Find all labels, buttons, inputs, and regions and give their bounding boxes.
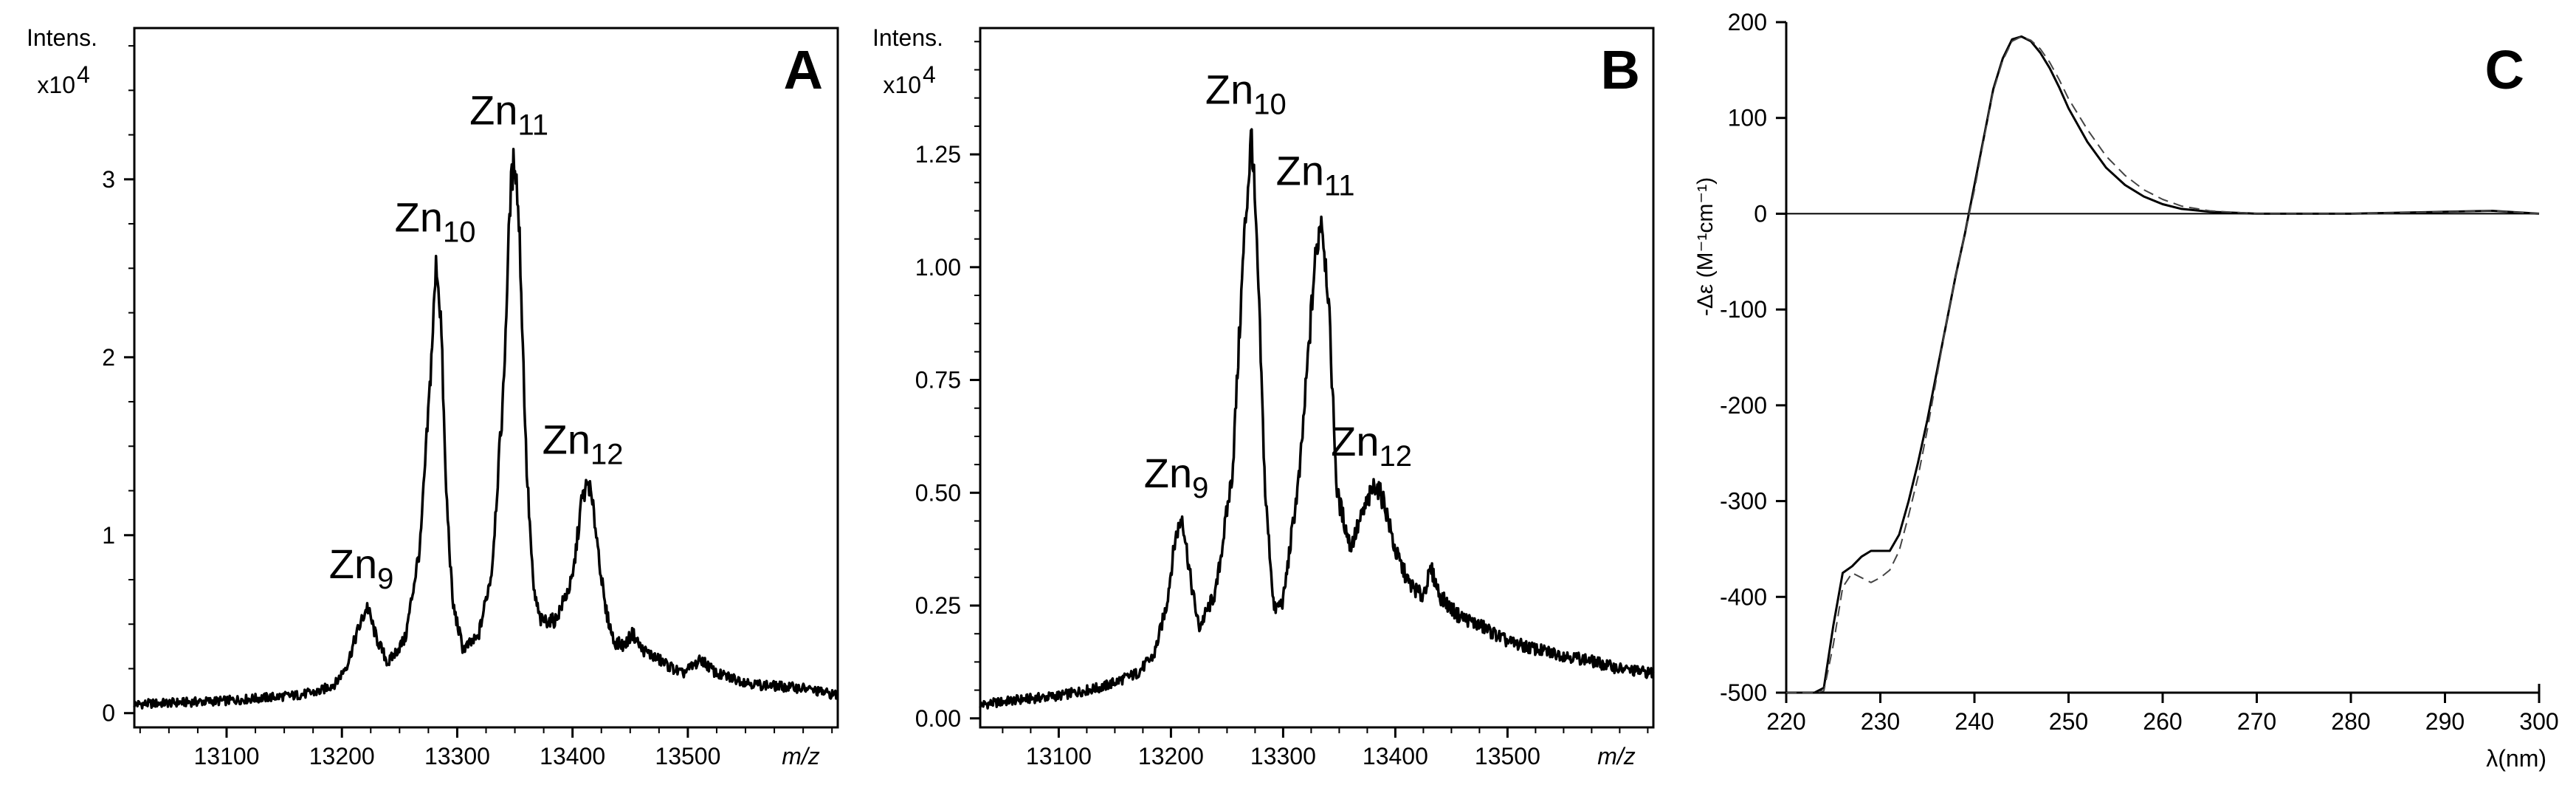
peak-label-subscript: 11 — [1324, 169, 1355, 202]
x-tick-label: 280 — [2331, 708, 2370, 735]
panel-letter: C — [2485, 39, 2524, 100]
y-axis-scale-base: x10 — [883, 72, 921, 98]
x-tick-label: 13200 — [1138, 743, 1204, 769]
peak-label-text: Zn — [1276, 147, 1324, 193]
x-tick-label: 13400 — [540, 743, 605, 769]
peak-label: Zn9 — [329, 541, 394, 595]
y-tick-label: 0 — [1754, 200, 1767, 227]
peak-label-subscript: 12 — [590, 438, 624, 470]
y-axis-scale-exponent: 4 — [77, 61, 90, 88]
peak-label-subscript: 10 — [1253, 89, 1287, 121]
y-tick-label: -500 — [1720, 679, 1767, 706]
peak-label-text: Zn — [1331, 418, 1379, 464]
y-axis-label: Intens. — [872, 24, 943, 51]
y-axis-scale: x10 — [883, 72, 921, 98]
panel-letter: A — [784, 39, 823, 100]
peak-label-text: Zn — [469, 87, 517, 134]
peak-label-subscript: 11 — [517, 109, 548, 142]
series-line-solid — [1786, 35, 2540, 694]
x-tick-label: 260 — [2143, 708, 2182, 735]
x-tick-label: 250 — [2049, 708, 2088, 735]
x-tick-label: 240 — [1955, 708, 1994, 735]
x-tick-label: 13500 — [655, 743, 720, 769]
y-tick-label: 0.50 — [915, 479, 961, 506]
x-tick-label: 230 — [1861, 708, 1900, 735]
y-tick-label: -300 — [1720, 488, 1767, 515]
panel-letter: B — [1601, 39, 1640, 100]
x-tick-label: 270 — [2237, 708, 2276, 735]
peak-label-text: Zn — [543, 416, 590, 462]
peak-label-text: Zn — [1205, 66, 1253, 113]
peak-label-text: Zn — [395, 193, 443, 240]
y-axis-scale-exponent: 4 — [923, 61, 936, 88]
y-tick-label: 1.00 — [915, 254, 961, 281]
x-tick-label: 13300 — [1250, 743, 1316, 769]
peak-label-subscript: 9 — [377, 563, 393, 595]
x-tick-label: 13500 — [1475, 743, 1540, 769]
peak-label-text: Zn — [1144, 450, 1192, 496]
x-tick-label: 13100 — [193, 743, 259, 769]
peak-label: Zn10 — [1205, 66, 1287, 121]
y-axis-scale-base: x10 — [37, 72, 75, 98]
panel-b: 0.00 0.25 0.50 0.75 1.00 1.25 13100 13200 13300 1… — [872, 24, 1655, 769]
x-tick-label: 300 — [2519, 708, 2558, 735]
y-tick-label: 0.25 — [915, 592, 961, 619]
y-axis-label: -Δε (M⁻¹cm⁻¹) — [1693, 177, 1718, 316]
y-axis-scale: x10 — [37, 72, 75, 98]
series-line-spectrum — [133, 148, 839, 710]
peak-label: Zn9 — [1144, 450, 1209, 504]
x-tick-label: 290 — [2425, 708, 2465, 735]
series-line-spectrum — [979, 128, 1655, 710]
y-tick-label: -200 — [1720, 392, 1767, 419]
y-tick-label: 0.75 — [915, 367, 961, 394]
peak-label: Zn11 — [1276, 147, 1355, 202]
panel-c: -500 -400 -300 -200 -100 0 100 200 220 230 240 250 2… — [1693, 9, 2559, 772]
peak-label-subscript: 12 — [1380, 440, 1413, 473]
x-tick-label: 13200 — [309, 743, 375, 769]
x-axis-label: λ(nm) — [2486, 745, 2546, 772]
y-tick-label: -100 — [1720, 296, 1767, 323]
x-axis-label: m/z — [1597, 743, 1636, 769]
y-tick-label: 1 — [102, 522, 115, 549]
y-tick-label: 200 — [1728, 9, 1767, 35]
y-tick-label: 2 — [102, 344, 115, 371]
x-tick-label: 220 — [1766, 708, 1805, 735]
x-tick-label: 13300 — [424, 743, 490, 769]
y-tick-label: 1.25 — [915, 141, 961, 168]
x-axis-label: m/z — [782, 743, 820, 769]
peak-label: Zn11 — [469, 87, 548, 142]
peak-label: Zn10 — [395, 193, 476, 248]
x-tick-label: 13400 — [1363, 743, 1428, 769]
peak-label-subscript: 10 — [443, 216, 476, 248]
peak-label-subscript: 9 — [1192, 472, 1208, 504]
peak-label: Zn12 — [1331, 418, 1412, 473]
peak-label: Zn12 — [543, 416, 624, 470]
y-tick-label: -400 — [1720, 583, 1767, 610]
plot-frame — [979, 27, 1655, 729]
y-tick-label: 0.00 — [915, 705, 961, 732]
y-axis-label: Intens. — [27, 24, 97, 51]
y-tick-label: 0 — [102, 700, 115, 727]
y-tick-label: 3 — [102, 166, 115, 193]
peak-label-text: Zn — [329, 541, 377, 587]
y-tick-label: 100 — [1728, 105, 1767, 131]
x-tick-label: 13100 — [1026, 743, 1092, 769]
series-line-dashed — [1786, 35, 2540, 693]
